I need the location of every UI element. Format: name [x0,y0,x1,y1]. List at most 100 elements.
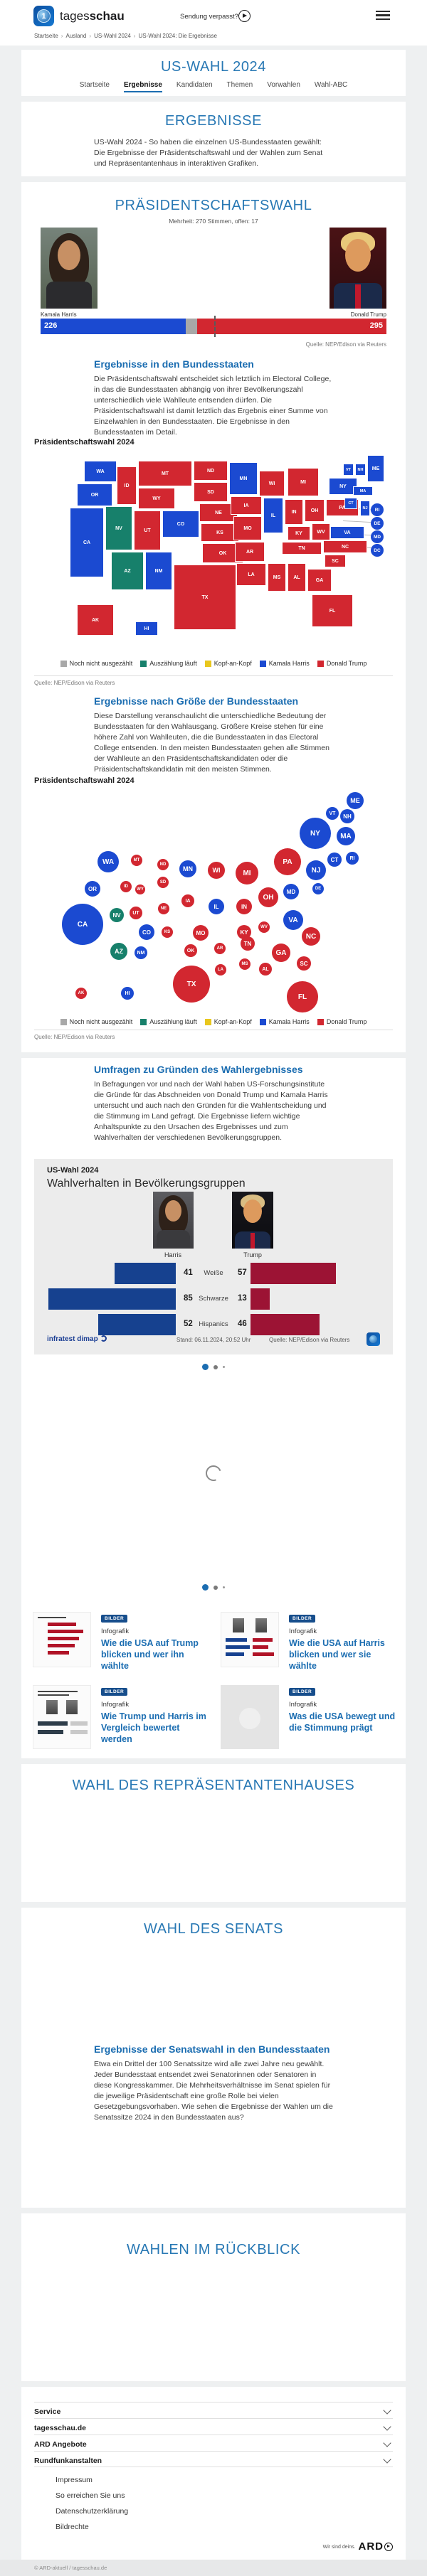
bubble-state-wv[interactable]: WV [258,921,270,933]
bubble-state-in[interactable]: IN [236,899,252,914]
bubble-state-me[interactable]: ME [347,792,364,809]
bubble-state-ks[interactable]: KS [162,926,173,938]
bubble-state-ne[interactable]: NE [158,903,169,914]
map-state-sc[interactable]: SC [325,555,346,567]
map-state-sd[interactable]: SD [194,482,228,502]
teaser-title[interactable]: Wie die USA auf Harris blicken und wer s… [289,1638,385,1671]
teaser-title[interactable]: Wie Trump und Harris im Vergleich bewert… [101,1711,206,1744]
map-state-dc[interactable]: DC [371,544,384,557]
carousel-dot-2[interactable] [214,1585,218,1590]
bubble-state-wa[interactable]: WA [97,851,119,872]
map-state-fl[interactable]: FL [312,594,353,627]
teaser-title[interactable]: Wie die USA auf Trump blicken und wer ih… [101,1638,199,1671]
tab-startseite[interactable]: Startseite [79,81,110,89]
play-icon[interactable] [238,10,251,22]
footer-link-impressum[interactable]: Impressum [56,2476,93,2484]
bubble-state-ri[interactable]: RI [346,852,359,865]
map-state-nh[interactable]: NH [355,464,366,476]
map-state-mn[interactable]: MN [229,462,258,495]
footer-accordion-ardangebote[interactable]: ARD Angebote [34,2435,393,2451]
map-state-wy[interactable]: WY [138,488,175,509]
map-state-ga[interactable]: GA [307,569,332,592]
bubble-state-pa[interactable]: PA [274,848,301,875]
tab-vorwahlen[interactable]: Vorwahlen [267,81,300,89]
bubble-state-ca[interactable]: CA [62,904,103,945]
hamburger-menu-icon[interactable] [376,11,390,21]
map-state-ut[interactable]: UT [134,511,161,550]
carousel-dot-1[interactable] [202,1364,209,1370]
carousel-dot-1[interactable] [202,1584,209,1591]
teaser-thumbnail[interactable] [221,1685,279,1749]
map-state-ky[interactable]: KY [288,526,310,540]
bubble-state-oh[interactable]: OH [258,887,278,907]
bubble-state-nv[interactable]: NV [110,908,124,922]
map-state-in[interactable]: IN [285,499,303,525]
footer-accordion-rundfunkanstalten[interactable]: Rundfunkanstalten [34,2451,393,2467]
teaser-thumbnail[interactable] [33,1612,91,1667]
bubble-state-nc[interactable]: NC [302,927,320,946]
breadcrumb-item[interactable]: Startseite [34,33,58,39]
footer-link-soerreichensieuns[interactable]: So erreichen Sie uns [56,2491,125,2500]
footer-link-bildrechte[interactable]: Bildrechte [56,2523,89,2531]
footer-accordion-service[interactable]: Service [34,2402,393,2418]
carousel-dot-3[interactable] [223,1586,225,1588]
bubble-state-nh[interactable]: NH [340,809,354,823]
footer-accordion-tagesschaude[interactable]: tagesschau.de [34,2418,393,2435]
bubble-state-or[interactable]: OR [85,881,100,897]
map-state-il[interactable]: IL [263,498,283,533]
bubble-state-mi[interactable]: MI [236,862,258,885]
bubble-state-md[interactable]: MD [283,884,299,899]
map-state-ma[interactable]: MA [353,486,373,496]
breadcrumb-item[interactable]: Ausland [65,33,87,39]
bubble-state-ok[interactable]: OK [184,944,197,957]
bubble-state-ms[interactable]: MS [239,958,251,970]
carousel-dot-3[interactable] [223,1366,225,1368]
map-state-mt[interactable]: MT [138,461,192,486]
bubble-state-wy[interactable]: WY [135,885,145,894]
map-state-or[interactable]: OR [77,483,112,506]
map-state-nv[interactable]: NV [105,506,132,550]
map-state-va[interactable]: VA [330,526,364,539]
bubble-state-la[interactable]: LA [215,964,226,976]
map-state-la[interactable]: LA [236,563,266,586]
tab-wahlabc[interactable]: Wahl-ABC [314,81,348,89]
map-state-nm[interactable]: NM [145,552,172,590]
bubble-state-ky[interactable]: KY [237,925,251,939]
bubble-state-co[interactable]: CO [139,924,154,940]
bubble-state-ny[interactable]: NY [300,818,331,849]
teaser-thumbnail[interactable] [221,1612,279,1667]
map-state-wi[interactable]: WI [259,471,285,496]
bubble-state-vt[interactable]: VT [326,807,339,820]
bubble-state-mo[interactable]: MO [193,925,209,941]
map-state-id[interactable]: ID [117,466,137,505]
bubble-state-va[interactable]: VA [283,910,303,930]
teaser-thumbnail[interactable] [33,1685,91,1749]
bubble-state-ut[interactable]: UT [130,907,142,919]
map-state-tn[interactable]: TN [282,542,322,555]
bubble-state-nm[interactable]: NM [135,946,147,959]
map-state-wa[interactable]: WA [84,461,117,482]
bubble-state-de[interactable]: DE [312,883,324,894]
map-state-nc[interactable]: NC [323,540,367,553]
bubble-state-al[interactable]: AL [259,963,272,976]
map-state-nj[interactable]: NJ [360,501,370,516]
bubble-state-mn[interactable]: MN [179,860,196,877]
map-state-al[interactable]: AL [288,563,306,592]
map-state-mo[interactable]: MO [233,516,262,540]
bubble-state-ct[interactable]: CT [327,853,342,867]
map-state-tx[interactable]: TX [174,565,236,630]
map-state-de[interactable]: DE [371,517,384,530]
tab-themen[interactable]: Themen [226,81,253,89]
bubble-state-ar[interactable]: AR [214,943,226,954]
map-state-ar[interactable]: AR [235,542,265,562]
map-state-ia[interactable]: IA [231,496,262,515]
bubble-state-hi[interactable]: HI [121,987,134,1000]
map-state-co[interactable]: CO [162,511,199,538]
tagesschau-logo-icon[interactable]: 1 [33,6,54,26]
bubble-state-il[interactable]: IL [209,899,224,914]
bubble-state-tx[interactable]: TX [173,966,210,1003]
map-state-vt[interactable]: VT [343,464,354,476]
bubble-state-wi[interactable]: WI [208,862,225,879]
bubble-state-az[interactable]: AZ [110,943,127,960]
bubble-state-sc[interactable]: SC [297,956,311,971]
